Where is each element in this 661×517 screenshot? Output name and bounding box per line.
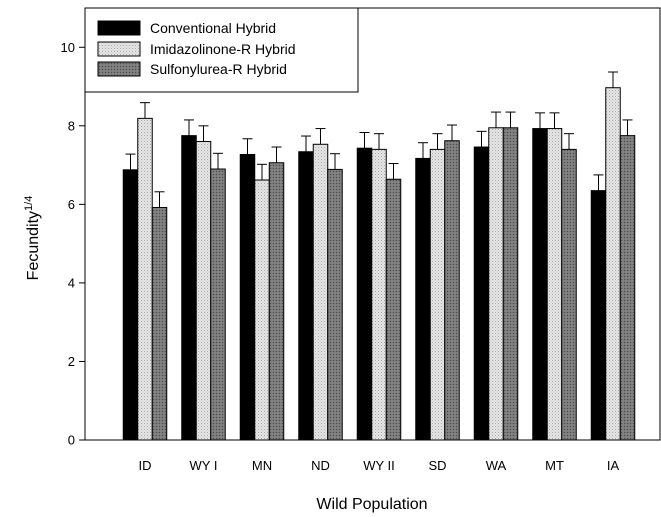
bar-conventional-wa: [473, 146, 490, 441]
bar-sulfonylurea-mn: [268, 162, 285, 441]
bar-sulfonylurea-wy-i: [210, 168, 226, 441]
error-bar-imidazolinone-id: [140, 102, 150, 119]
error-bar-conventional-nd: [301, 135, 311, 152]
x-tick-label-nd: ND: [311, 458, 330, 473]
y-tick-label-4: 4: [68, 275, 75, 290]
x-tick-label-wy-ii: WY II: [363, 458, 395, 473]
bar-sulfonylurea-nd: [327, 168, 343, 441]
error-bar-sulfonylurea-wy-i: [213, 152, 223, 170]
x-tick-label-wa: WA: [486, 458, 507, 473]
error-bar-conventional-wy-i: [184, 119, 194, 136]
error-bars-layer: [125, 71, 633, 208]
error-bar-sulfonylurea-mt: [564, 133, 574, 150]
error-bar-conventional-id: [125, 153, 136, 170]
error-bar-imidazolinone-ia: [608, 71, 618, 88]
error-bar-sulfonylurea-nd: [330, 153, 340, 170]
bar-sulfonylurea-mt: [561, 148, 577, 441]
y-tick-label-10: 10: [61, 40, 75, 55]
bar-imidazolinone-ia: [605, 87, 621, 441]
error-bar-sulfonylurea-id: [154, 191, 165, 208]
x-tick-label-wy-i: WY I: [190, 458, 218, 473]
bar-conventional-id: [122, 169, 139, 441]
bar-conventional-mn: [239, 153, 256, 441]
legend-label-sulfonylurea: Sulfonylurea-R Hybrid: [150, 61, 287, 77]
bar-sulfonylurea-wy-ii: [385, 178, 402, 441]
x-axis-title: Wild Population: [316, 496, 427, 513]
bars-layer: [122, 87, 636, 441]
error-bar-imidazolinone-wa: [491, 111, 501, 128]
error-bar-imidazolinone-wy-i: [198, 125, 209, 142]
error-bar-conventional-mt: [535, 112, 545, 129]
bar-conventional-wy-ii: [356, 147, 373, 441]
x-axis: ID WY I MN ND WY II SD WA MT IA: [139, 458, 620, 473]
bar-conventional-ia: [590, 190, 607, 441]
error-bar-imidazolinone-mn: [257, 163, 267, 181]
y-tick-label-6: 6: [68, 197, 75, 212]
error-bar-imidazolinone-nd: [315, 128, 326, 145]
error-bar-sulfonylurea-mn: [271, 146, 282, 163]
legend-label-imidazolinone: Imidazolinone-R Hybrid: [150, 41, 296, 57]
bar-sulfonylurea-ia: [619, 135, 636, 441]
y-axis-title-main: Fecundity: [25, 211, 42, 280]
legend-swatch-conventional: [97, 20, 141, 36]
bar-imidazolinone-sd: [429, 148, 446, 441]
y-tick-label-8: 8: [68, 118, 75, 133]
x-tick-label-mn: MN: [252, 458, 272, 473]
error-bar-imidazolinone-sd: [432, 133, 443, 150]
bar-conventional-wy-i: [181, 135, 197, 441]
error-bar-imidazolinone-mt: [549, 112, 560, 129]
bar-imidazolinone-mn: [254, 179, 270, 441]
bar-imidazolinone-wa: [488, 127, 504, 441]
error-bar-conventional-mn: [242, 138, 253, 155]
y-axis-title: Fecundity1/4: [23, 196, 42, 281]
legend-swatch-sulfonylurea: [97, 61, 141, 77]
bar-imidazolinone-mt: [546, 128, 563, 441]
bar-sulfonylurea-wa: [502, 127, 519, 441]
legend-swatch-imidazolinone: [97, 41, 141, 57]
error-bar-conventional-ia: [593, 174, 604, 191]
bar-imidazolinone-nd: [312, 143, 329, 441]
y-axis-title-superscript: 1/4: [23, 196, 35, 211]
error-bar-sulfonylurea-wy-ii: [388, 163, 399, 180]
bar-sulfonylurea-id: [151, 207, 168, 441]
bar-imidazolinone-wy-i: [195, 141, 212, 441]
y-tick-label-0: 0: [68, 433, 75, 448]
x-tick-label-mt: MT: [545, 458, 564, 473]
bar-imidazolinone-wy-ii: [371, 148, 387, 441]
y-axis: 0 2 4 6 8 10: [61, 40, 85, 448]
y-tick-label-2: 2: [68, 354, 75, 369]
bar-imidazolinone-id: [137, 117, 153, 441]
bar-conventional-nd: [298, 151, 314, 441]
legend: Conventional Hybrid Imidazolinone-R Hybr…: [84, 7, 359, 93]
error-bar-sulfonylurea-ia: [622, 119, 633, 136]
bar-sulfonylurea-sd: [444, 140, 460, 441]
error-bar-conventional-wa: [476, 130, 487, 148]
error-bar-conventional-wy-ii: [359, 131, 370, 149]
error-bar-sulfonylurea-wa: [505, 111, 516, 128]
x-tick-label-sd: SD: [428, 458, 446, 473]
x-tick-label-id: ID: [139, 458, 152, 473]
error-bar-conventional-sd: [418, 142, 428, 159]
bar-conventional-sd: [415, 157, 431, 441]
x-tick-label-ia: IA: [607, 458, 620, 473]
legend-label-conventional: Conventional Hybrid: [150, 20, 276, 36]
error-bar-imidazolinone-wy-ii: [374, 133, 384, 150]
bar-conventional-mt: [532, 128, 548, 441]
error-bar-sulfonylurea-sd: [447, 124, 457, 141]
